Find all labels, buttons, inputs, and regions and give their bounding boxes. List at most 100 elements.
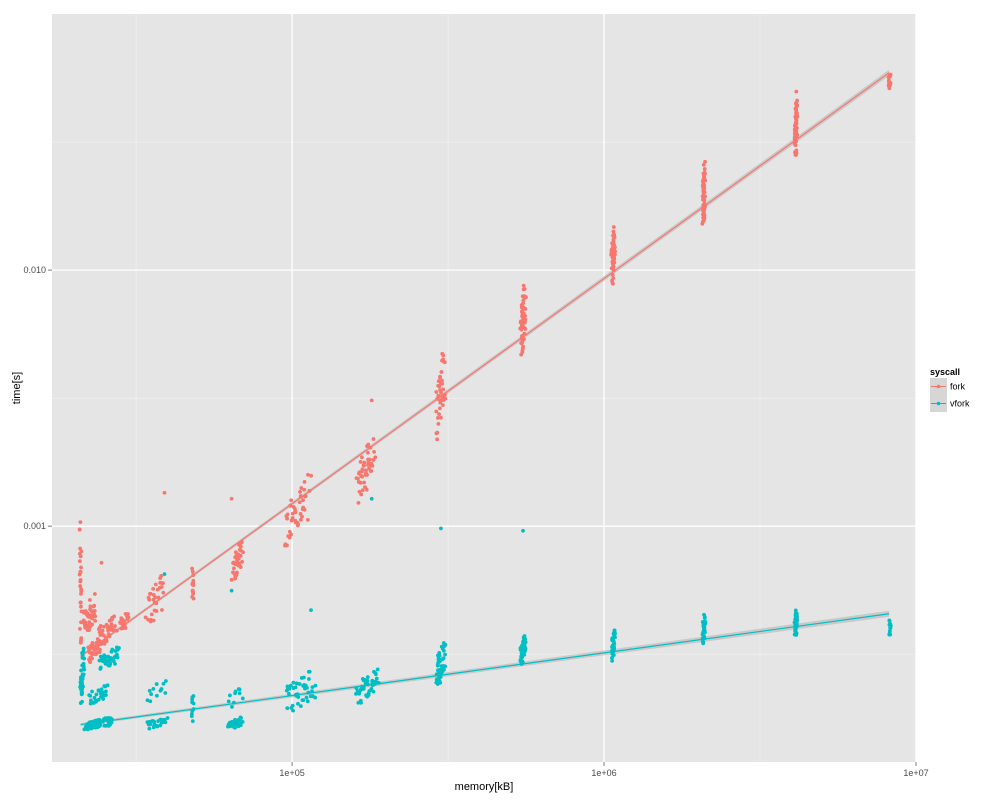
point-fork <box>156 595 161 600</box>
point-vfork <box>304 695 309 700</box>
point-vfork <box>611 635 616 640</box>
point-vfork <box>285 687 290 692</box>
point-vfork <box>306 690 311 695</box>
point-fork <box>288 504 293 508</box>
point-fork <box>79 636 84 641</box>
point-vfork <box>519 661 524 666</box>
point-vfork <box>441 648 446 653</box>
point-fork <box>366 442 371 447</box>
point-vfork <box>100 659 105 664</box>
point-vfork <box>294 681 299 686</box>
point-fork <box>104 637 109 642</box>
point-fork <box>87 620 92 625</box>
point-vfork <box>307 677 311 681</box>
point-vfork <box>93 699 98 703</box>
point-fork <box>78 627 82 631</box>
point-vfork <box>443 652 447 657</box>
legend-label-vfork: vfork <box>950 399 970 409</box>
point-vfork <box>165 716 170 720</box>
point-fork <box>93 614 98 619</box>
point-fork <box>301 498 305 503</box>
point-vfork <box>295 692 300 697</box>
point-fork <box>440 403 445 408</box>
y-axis-label: time[s] <box>11 372 23 404</box>
point-fork <box>229 577 234 582</box>
point-vfork <box>701 640 706 645</box>
point-fork <box>99 560 104 565</box>
point-fork <box>232 566 236 571</box>
point-vfork <box>230 704 234 709</box>
point-fork <box>88 598 92 602</box>
point-fork <box>191 578 196 583</box>
point-vfork <box>227 693 232 698</box>
point-fork <box>100 628 105 633</box>
point-fork <box>78 577 83 582</box>
point-vfork <box>108 662 113 666</box>
point-fork <box>361 463 366 468</box>
point-vfork <box>296 701 300 706</box>
point-fork <box>702 167 707 171</box>
point-fork <box>441 387 446 392</box>
point-vfork <box>887 619 892 623</box>
point-vfork <box>80 676 85 681</box>
point-fork <box>303 494 308 499</box>
point-vfork <box>110 647 115 652</box>
point-fork <box>794 89 799 94</box>
point-fork <box>290 511 295 516</box>
point-fork <box>289 532 293 537</box>
point-fork <box>371 437 376 441</box>
point-fork <box>523 307 528 311</box>
point-fork <box>92 603 97 608</box>
point-fork <box>702 216 707 220</box>
point-vfork <box>523 640 528 645</box>
point-vfork <box>81 661 86 666</box>
point-fork <box>236 556 241 561</box>
point-fork <box>443 396 448 401</box>
point-vfork <box>151 687 156 691</box>
point-fork <box>793 143 798 147</box>
point-fork <box>79 604 83 609</box>
point-fork <box>306 517 310 522</box>
point-vfork <box>354 691 358 696</box>
point-vfork <box>522 652 527 657</box>
point-vfork <box>240 720 245 724</box>
point-fork <box>437 406 442 411</box>
point-vfork <box>162 717 167 722</box>
point-fork <box>307 488 312 493</box>
point-vfork <box>358 698 363 703</box>
point-vfork <box>611 642 616 647</box>
point-fork <box>240 540 244 545</box>
point-fork <box>612 252 617 257</box>
point-vfork <box>240 696 245 701</box>
point-fork <box>794 113 799 118</box>
point-fork <box>190 566 195 571</box>
point-fork <box>358 460 363 464</box>
point-fork <box>231 560 236 565</box>
point-fork <box>368 445 373 450</box>
point-vfork <box>238 715 243 720</box>
point-fork <box>120 626 125 630</box>
point-fork <box>360 467 365 472</box>
point-fork <box>79 549 84 554</box>
point-fork <box>79 565 83 570</box>
point-vfork <box>113 661 117 666</box>
point-fork <box>441 353 446 358</box>
point-fork <box>109 624 114 629</box>
x-tick-label: 1e+07 <box>903 768 928 778</box>
point-vfork <box>98 723 102 728</box>
point-fork <box>795 133 799 137</box>
point-fork <box>702 174 706 179</box>
point-fork <box>439 390 443 395</box>
point-fork <box>369 398 374 403</box>
point-fork <box>306 472 310 477</box>
point-vfork <box>522 634 527 638</box>
point-vfork <box>82 656 87 661</box>
y-tick-label: 0.001 <box>23 521 46 531</box>
point-fork <box>436 416 440 420</box>
point-fork <box>612 260 617 265</box>
point-vfork <box>305 685 309 690</box>
point-vfork <box>229 588 234 593</box>
point-vfork <box>111 657 115 662</box>
point-fork <box>364 487 369 492</box>
point-fork <box>702 195 706 200</box>
